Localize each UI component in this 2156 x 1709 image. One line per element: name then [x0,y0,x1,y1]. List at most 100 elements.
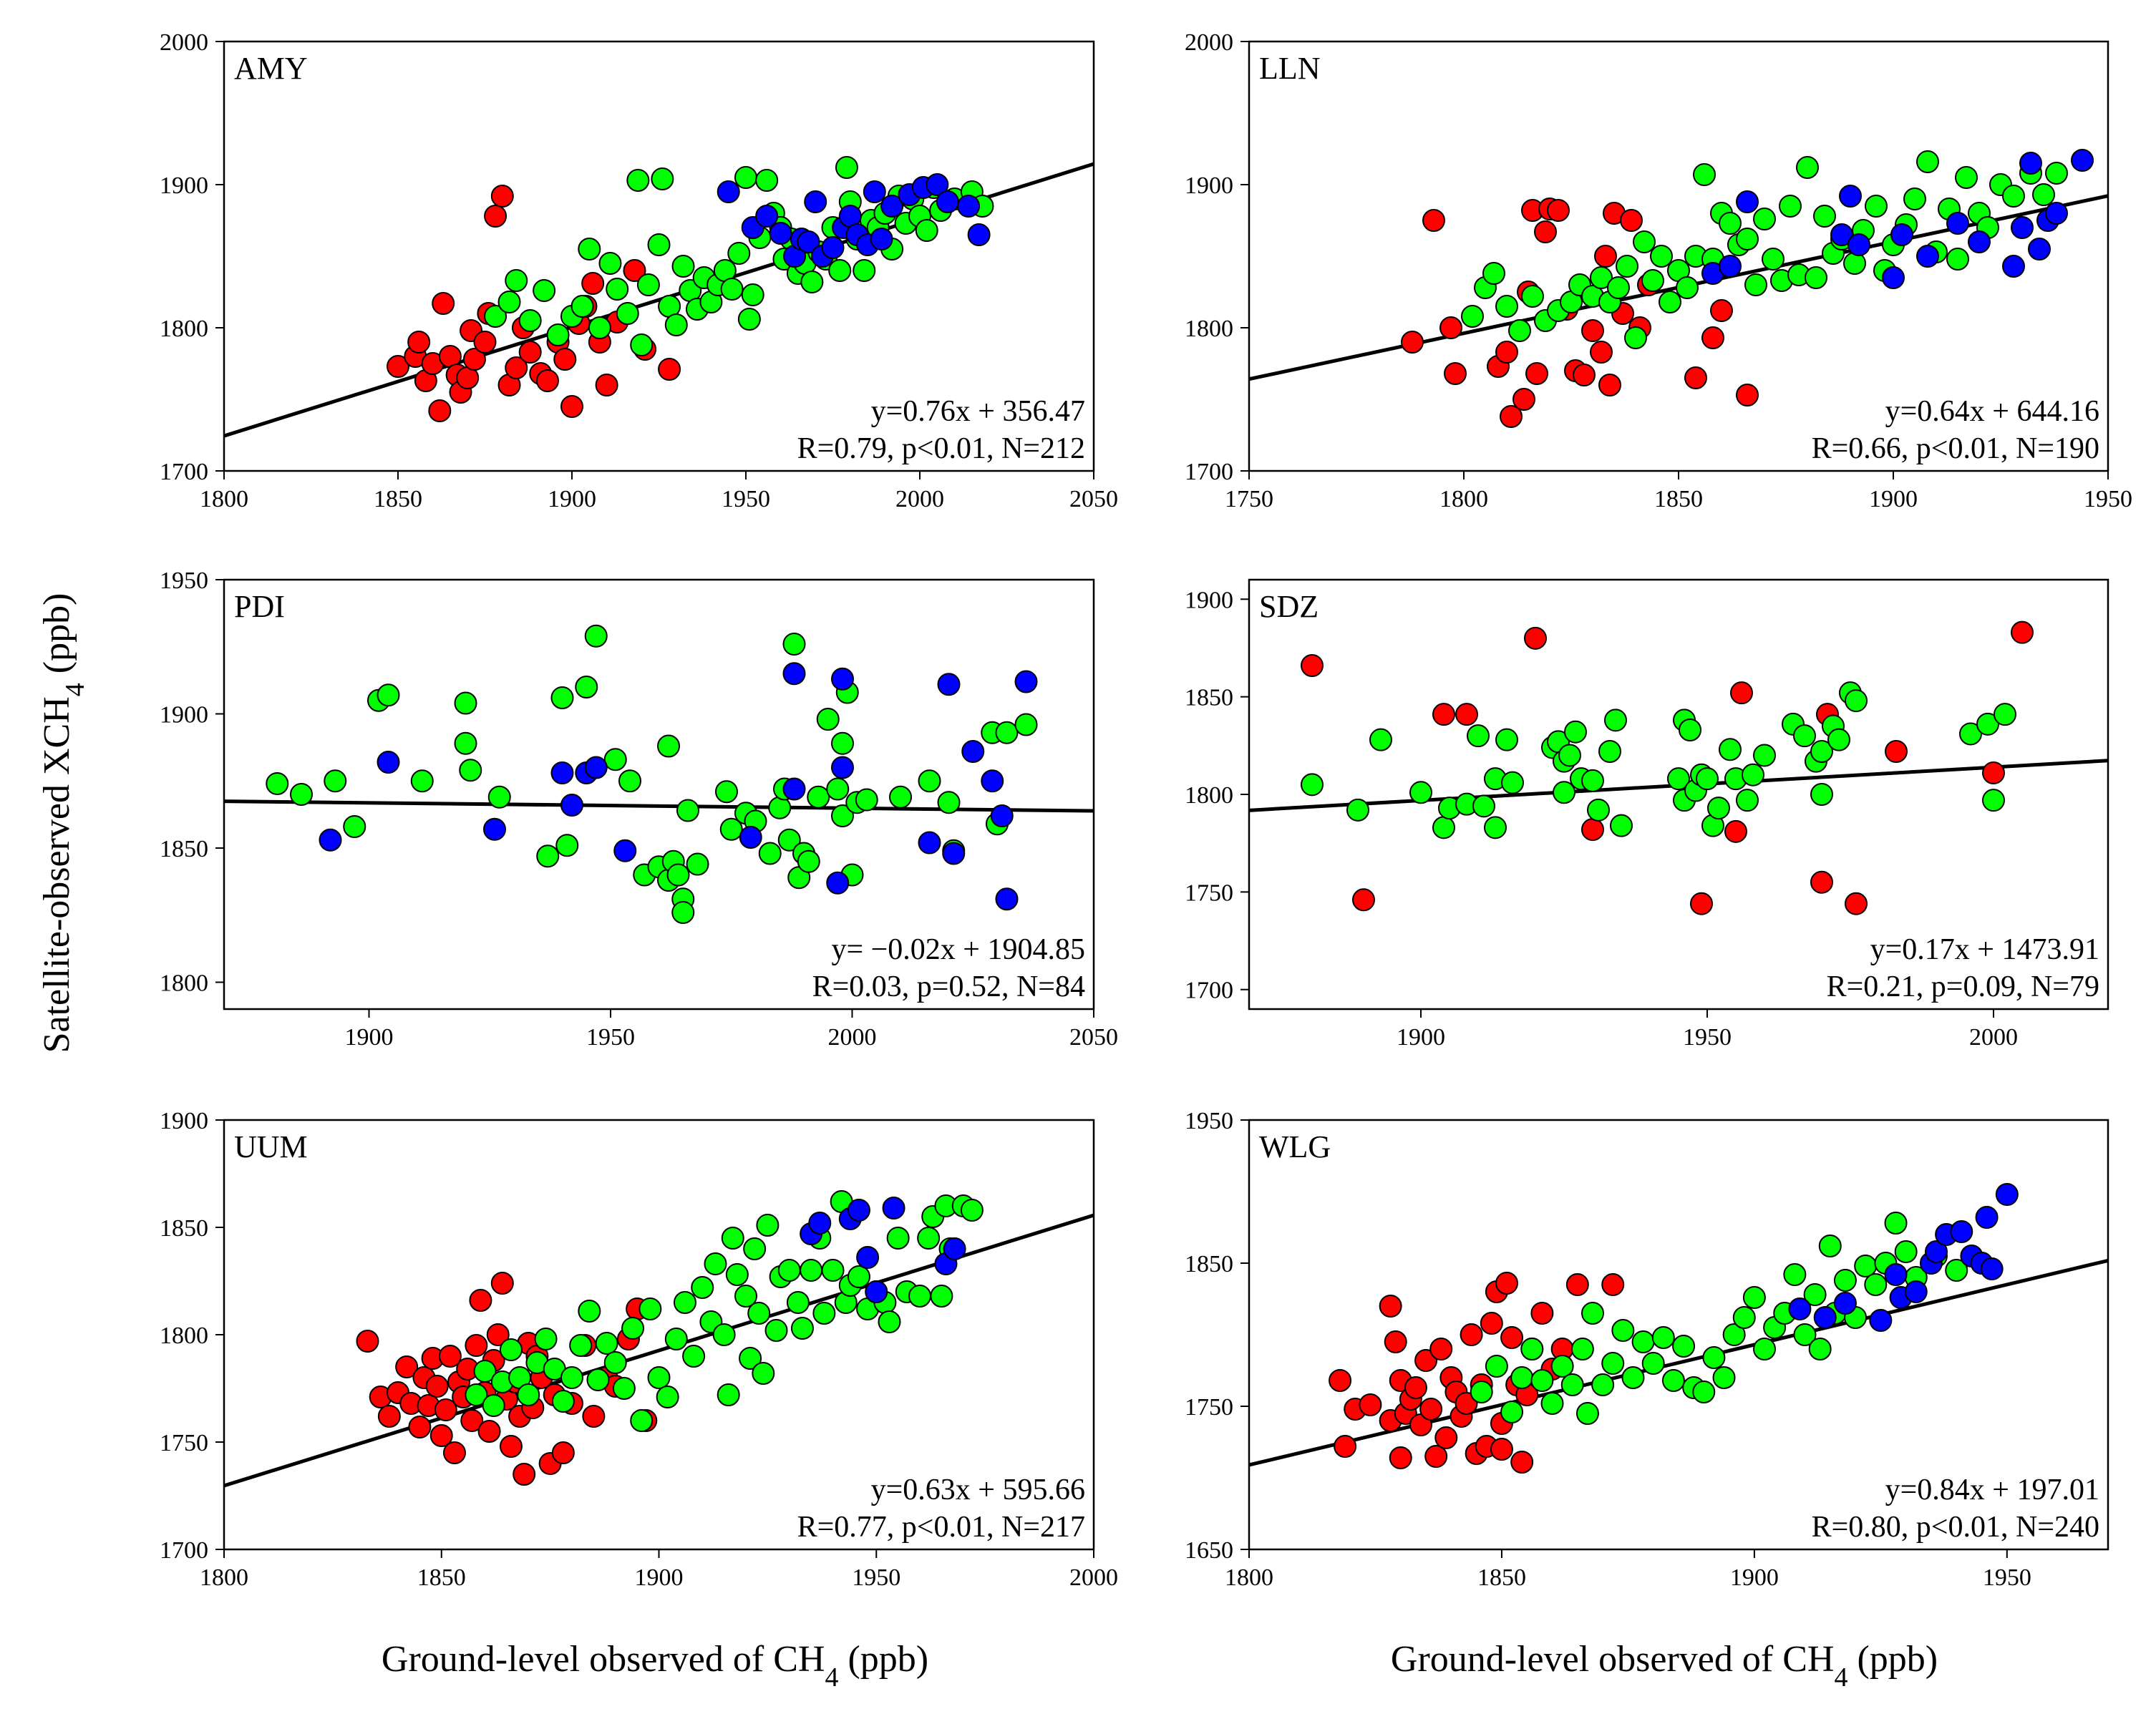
data-point [603,748,627,771]
data-point [1601,1273,1625,1296]
data-point [1512,388,1535,411]
plot-frame [223,578,1095,1011]
data-point [786,1291,810,1314]
data-point [1779,195,1802,218]
data-point [569,1334,593,1357]
points [387,156,994,422]
data-point [1719,212,1742,235]
panel-wlg: 1800 1850 1900 1950 1650 1750 1850 1950 WLG y=0.8… [1185,1108,2109,1591]
data-point [1827,728,1850,751]
data-point [1581,769,1604,792]
data-point [408,1416,432,1438]
data-point [582,1405,606,1428]
data-point [676,799,699,822]
data-point [387,355,409,378]
data-point [484,305,508,328]
data-point [1575,1402,1599,1425]
data-point [1736,384,1759,406]
data-point [1461,305,1484,328]
data-point [1611,1319,1635,1342]
data-point [518,309,542,332]
data-point [518,341,542,364]
data-point [1508,319,1531,342]
data-point [1903,188,1926,210]
data-point [1788,1297,1812,1320]
data-point [1570,1338,1594,1360]
y-tick-label: 1900 [1185,587,1233,613]
data-point [1485,1355,1508,1378]
data-point [1598,740,1621,763]
data-point [790,1317,814,1340]
data-point [1968,230,1991,253]
data-point [1813,1306,1837,1329]
y-tick-label: 2000 [1185,29,1233,56]
data-point [1724,819,1747,843]
data-point [560,794,583,817]
data-point [560,395,583,418]
points [356,1190,984,1486]
data-point [673,1291,696,1314]
x-tick-label: 1800 [1439,486,1488,512]
data-point [465,1334,488,1357]
data-point [758,842,782,865]
x-tick-label: 1900 [1397,1024,1445,1051]
data-point [575,676,598,698]
data-point [1982,789,2005,812]
data-point [1762,248,1784,271]
data-point [755,205,779,228]
data-point [1722,1323,1746,1346]
data-point [623,259,646,282]
data-point [1369,728,1392,751]
data-point [1604,709,1627,732]
data-point [551,1390,575,1413]
data-point [821,1259,845,1282]
plot-frame [223,1119,1095,1551]
data-point [1925,1240,1948,1263]
data-point [1444,362,1467,385]
data-point [764,1319,788,1342]
data-point [957,195,981,218]
data-point [807,785,830,809]
data-point [486,1323,510,1346]
regression-line [1249,1258,2108,1467]
data-point [1500,1326,1524,1349]
data-point [616,302,639,325]
y-tick-label: 1900 [160,1108,208,1134]
data-point [739,826,762,849]
data-point [1707,797,1730,820]
data-point [1472,794,1495,818]
data-point [581,272,605,295]
data-point [1422,209,1445,232]
data-point [1690,892,1713,915]
data-point [1651,1326,1675,1349]
data-point [377,1405,401,1428]
data-point [483,817,506,841]
data-point [578,1300,601,1323]
data-point [1500,1401,1524,1423]
data-point [1641,1352,1665,1375]
data-point [870,228,893,250]
data-point [1581,319,1604,342]
regression-equation: y= −0.02x + 1904.85 [831,933,1085,966]
data-point [1808,1338,1832,1360]
x-tick-label: 2000 [895,486,944,512]
data-point [1710,299,1733,322]
data-point [1693,163,1716,186]
data-point [438,1345,462,1368]
data-point [1696,767,1719,791]
data-point [1719,255,1742,278]
data-point [828,259,852,282]
data-point [395,1355,419,1378]
data-point [2045,202,2068,225]
data-point [990,804,1014,827]
regression-stats: R=0.79, p<0.01, N=212 [797,432,1085,465]
data-point [377,683,400,707]
x-tick-label: 1750 [1225,486,1273,512]
points [1329,1183,2019,1474]
y-tick-label: 1800 [160,316,208,342]
data-point [853,259,876,282]
x-tick-label: 1900 [635,1564,684,1591]
data-point [1346,798,1369,822]
data-point [942,842,966,865]
